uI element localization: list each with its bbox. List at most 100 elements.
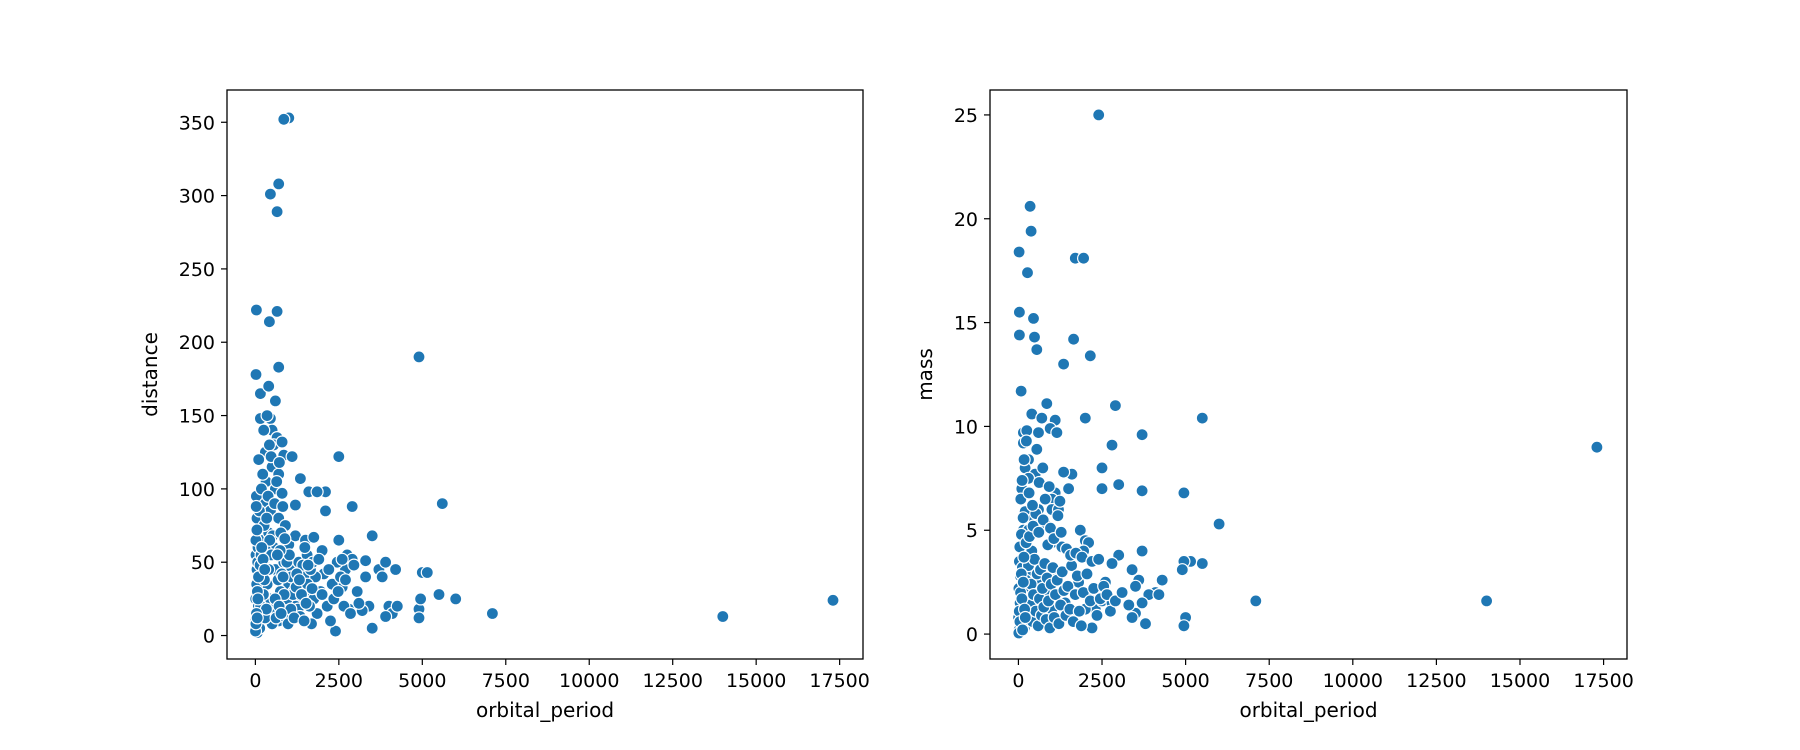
data-point xyxy=(272,360,286,374)
x-tick-label: 12500 xyxy=(1406,670,1466,692)
data-point xyxy=(275,486,289,500)
plot-frame xyxy=(989,89,1628,660)
data-point xyxy=(1095,482,1109,496)
data-point xyxy=(1051,509,1065,523)
data-point xyxy=(1054,525,1068,539)
data-point xyxy=(1195,556,1209,571)
data-point xyxy=(1128,579,1143,593)
data-point xyxy=(1066,332,1081,346)
data-point xyxy=(277,112,291,126)
data-point xyxy=(1152,587,1166,602)
data-point xyxy=(449,592,463,606)
data-point xyxy=(1177,486,1191,500)
data-point xyxy=(307,530,321,544)
data-point xyxy=(299,596,313,610)
data-point xyxy=(1155,573,1169,587)
scatter-points xyxy=(248,111,840,640)
data-point xyxy=(1135,428,1149,442)
data-point xyxy=(262,315,276,329)
data-point xyxy=(389,562,403,577)
data-point xyxy=(1053,494,1067,508)
data-point xyxy=(1015,473,1029,487)
data-point xyxy=(1135,596,1149,610)
x-tick-label: 10000 xyxy=(559,670,619,692)
data-point xyxy=(365,529,379,543)
data-point xyxy=(252,453,266,467)
data-point xyxy=(1016,575,1030,589)
data-point xyxy=(275,435,289,449)
data-point xyxy=(1032,525,1046,539)
data-point xyxy=(1050,426,1064,440)
data-point xyxy=(272,455,286,470)
data-point xyxy=(1024,224,1038,238)
y-axis-label: distance xyxy=(138,332,162,417)
data-point xyxy=(1056,465,1071,479)
data-point xyxy=(1016,511,1030,525)
data-point xyxy=(1177,619,1191,633)
x-tick-label: 2500 xyxy=(315,670,363,692)
data-point xyxy=(272,177,286,191)
data-point xyxy=(297,614,311,628)
data-point xyxy=(1115,585,1129,600)
data-point xyxy=(1175,563,1189,577)
x-tick-label: 17500 xyxy=(809,670,869,692)
data-point xyxy=(414,592,428,606)
data-point xyxy=(1017,453,1031,467)
data-point xyxy=(390,599,404,613)
x-tick-label: 15000 xyxy=(726,670,786,692)
data-point xyxy=(716,609,730,624)
data-point xyxy=(301,558,315,572)
data-point xyxy=(1112,478,1126,492)
data-point xyxy=(1018,610,1032,625)
data-point xyxy=(263,187,277,201)
data-point xyxy=(1019,434,1034,448)
data-point xyxy=(1083,349,1097,363)
data-point xyxy=(1030,442,1044,456)
x-tick-label: 10000 xyxy=(1323,670,1383,692)
data-point xyxy=(268,394,282,408)
data-point xyxy=(310,485,324,499)
data-point xyxy=(359,554,373,568)
data-point xyxy=(1017,550,1031,564)
y-tick-label: 0 xyxy=(966,624,978,646)
data-point xyxy=(262,438,276,452)
data-point xyxy=(276,570,290,584)
data-point xyxy=(1040,397,1054,411)
data-point xyxy=(412,611,426,625)
data-point xyxy=(318,504,333,518)
data-point xyxy=(270,205,284,219)
y-tick-label: 0 xyxy=(203,626,215,648)
data-point xyxy=(375,570,389,584)
data-point xyxy=(1022,486,1036,500)
data-point xyxy=(322,562,336,577)
y-tick-label: 200 xyxy=(179,332,215,354)
data-point xyxy=(420,565,434,580)
data-point xyxy=(1020,266,1035,280)
data-point xyxy=(1135,484,1149,498)
data-point xyxy=(1061,579,1075,593)
data-point xyxy=(1025,498,1040,512)
data-point xyxy=(1095,461,1109,475)
data-point xyxy=(1026,311,1041,325)
data-point xyxy=(1076,251,1091,265)
x-axis-label: orbital_period xyxy=(476,698,614,722)
data-point xyxy=(1108,399,1123,413)
data-point xyxy=(256,467,270,481)
data-point xyxy=(1038,492,1052,506)
data-point xyxy=(250,523,264,537)
data-point xyxy=(1212,517,1226,531)
data-point xyxy=(1195,411,1209,425)
data-point xyxy=(1012,328,1027,342)
y-tick-label: 150 xyxy=(179,406,215,428)
y-tick-label: 300 xyxy=(179,186,215,208)
data-point xyxy=(1035,411,1049,425)
data-point xyxy=(249,367,263,382)
x-tick-label: 7500 xyxy=(482,670,530,692)
data-point xyxy=(379,555,393,569)
data-point xyxy=(1061,482,1076,496)
x-tick-label: 5000 xyxy=(398,670,446,692)
data-point xyxy=(276,499,290,514)
data-point xyxy=(331,584,345,599)
data-point xyxy=(255,540,269,555)
